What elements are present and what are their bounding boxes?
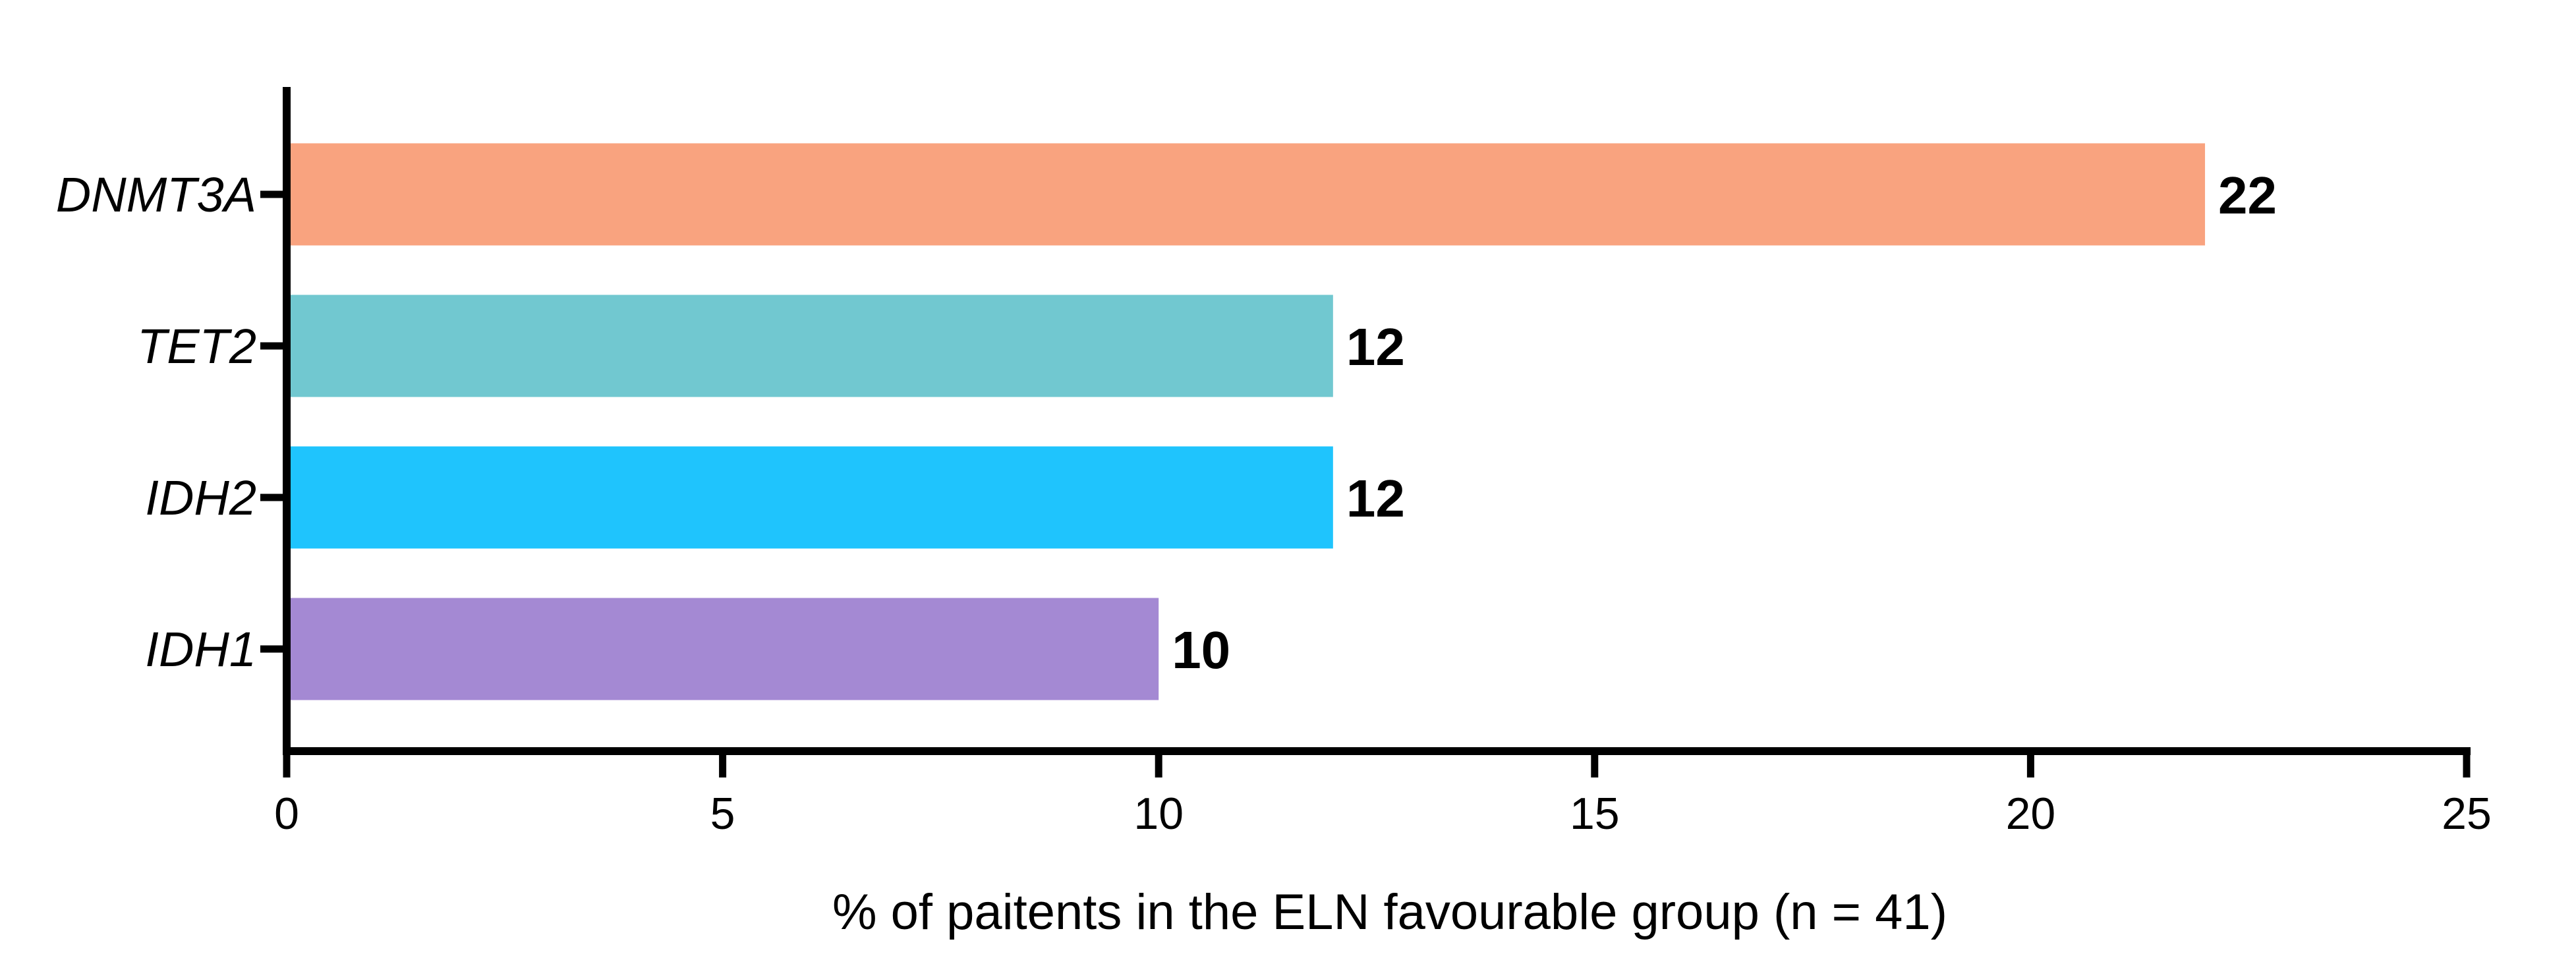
y-tick-label-idh2: IDH2 — [145, 470, 256, 525]
data-labels: 22 12 12 10 — [1172, 166, 2277, 679]
x-axis-title: % of paitents in the ELN favourable grou… — [832, 884, 1947, 940]
x-tick-label-15: 15 — [1570, 789, 1620, 839]
y-tick-label-tet2: TET2 — [137, 319, 256, 374]
bar-idh2 — [291, 446, 1333, 549]
x-axis: 0 5 10 15 20 25 — [274, 747, 2492, 839]
x-tick-label-10: 10 — [1133, 789, 1184, 839]
x-tick-label-5: 5 — [710, 789, 735, 839]
x-tick-label-20: 20 — [2006, 789, 2056, 839]
data-label-idh2: 12 — [1346, 469, 1405, 528]
data-label-idh1: 10 — [1172, 621, 1230, 679]
bars — [291, 143, 2206, 700]
y-axis: DNMT3A TET2 IDH2 IDH1 — [56, 87, 291, 755]
data-label-tet2: 12 — [1346, 318, 1405, 376]
y-tick-label-idh1: IDH1 — [145, 622, 256, 677]
data-label-dnmt3a: 22 — [2218, 166, 2277, 225]
bar-idh1 — [291, 598, 1159, 700]
y-tick-label-dnmt3a: DNMT3A — [56, 167, 256, 222]
bar-tet2 — [291, 295, 1333, 397]
x-tick-label-0: 0 — [274, 789, 299, 839]
x-tick-label-25: 25 — [2442, 789, 2492, 839]
bar-dnmt3a — [291, 143, 2206, 246]
